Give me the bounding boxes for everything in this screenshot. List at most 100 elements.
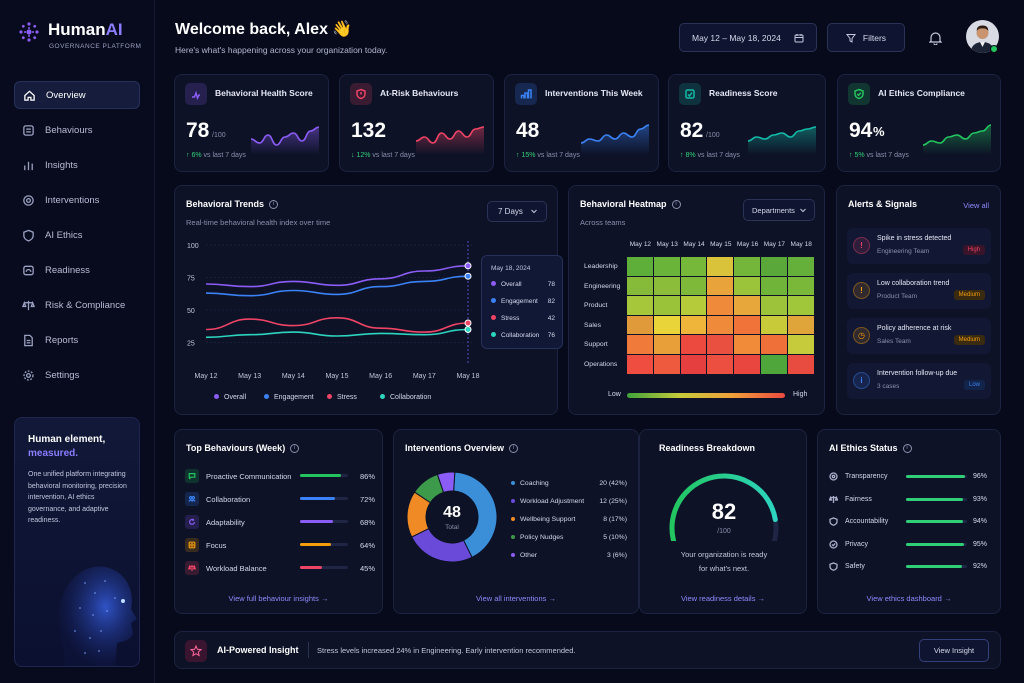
info-icon[interactable]: i	[902, 444, 912, 454]
sidebar-item-behaviours[interactable]: Behaviours	[14, 116, 140, 144]
heatmap-cell[interactable]	[734, 335, 760, 354]
date-range-picker[interactable]: May 12 – May 18, 2024	[679, 23, 817, 52]
heatmap-cell[interactable]	[761, 355, 787, 374]
sidebar-item-readiness[interactable]: Readiness	[14, 256, 140, 284]
ethics-row[interactable]: Privacy 95%	[829, 539, 987, 554]
heatmap-cell[interactable]	[787, 315, 814, 335]
heatmap-cell[interactable]	[787, 355, 814, 374]
alert-item[interactable]: ◷ Policy adherence at risk Sales Team Mediu…	[847, 318, 991, 354]
heatmap-cell[interactable]	[653, 257, 680, 276]
interventions-link[interactable]: View all interventions →	[476, 594, 556, 603]
heatmap-cell[interactable]	[734, 296, 760, 315]
sidebar-item-risk-compliance[interactable]: Risk & Compliance	[14, 291, 140, 319]
alert-item[interactable]: i Intervention follow-up due 3 cases Low	[847, 363, 991, 399]
readiness-link[interactable]: View readiness details →	[680, 594, 766, 603]
heatmap-cell[interactable]	[787, 257, 814, 276]
heatmap-cell[interactable]	[627, 335, 653, 354]
intervention-legend-row[interactable]: Wellbeing Support 8 (17%)	[511, 516, 627, 523]
heatmap-cell[interactable]	[707, 296, 734, 315]
ethics-row[interactable]: Fairness 93%	[829, 495, 987, 509]
heatmap-cell[interactable]	[787, 335, 814, 354]
heatmap-cell[interactable]	[761, 315, 787, 335]
heatmap-cell[interactable]	[627, 257, 653, 276]
behaviour-insights-link[interactable]: View full behaviour insights →	[228, 594, 329, 603]
intervention-legend-row[interactable]: Policy Nudges 5 (10%)	[511, 534, 627, 541]
heatmap-cell[interactable]	[627, 355, 653, 374]
heatmap-cell[interactable]	[787, 276, 814, 296]
heatmap-cell[interactable]	[761, 257, 787, 276]
series-point-engagement[interactable]	[464, 272, 472, 280]
heatmap-cell[interactable]	[707, 257, 734, 276]
info-icon[interactable]: i	[509, 444, 519, 454]
intervention-legend-row[interactable]: Workload Adjustment 12 (25%)	[511, 498, 627, 505]
heatmap-cell[interactable]	[680, 315, 707, 335]
ethics-row[interactable]: Transparency 96%	[829, 472, 987, 486]
kpi-card-at-risk-behaviours[interactable]: At-Risk Behaviours 132 ↓ 12% vs last 7 day…	[339, 74, 494, 172]
sidebar-item-interventions[interactable]: Interventions	[14, 186, 140, 214]
alert-item[interactable]: ! Spike in stress detected Engineering Tea…	[847, 228, 991, 264]
heatmap-cell[interactable]	[734, 257, 760, 276]
heatmap-cell[interactable]	[707, 276, 734, 296]
trends-range-dropdown[interactable]: 7 Days	[487, 201, 547, 222]
sidebar-item-reports[interactable]: Reports	[14, 326, 140, 354]
heatmap-cell[interactable]	[707, 315, 734, 335]
heatmap-cell[interactable]	[653, 315, 680, 335]
heatmap-cell[interactable]	[734, 276, 760, 296]
bell-icon[interactable]	[929, 31, 942, 45]
heatmap-cell[interactable]	[734, 315, 760, 335]
behaviour-row[interactable]: Workload Balance 45%	[185, 561, 375, 577]
kpi-card-interventions-this-week[interactable]: Interventions This Week 48 ↑ 15% vs last 7…	[504, 74, 659, 172]
ethics-row[interactable]: Safety 92%	[829, 562, 987, 576]
sidebar-item-overview[interactable]: Overview	[14, 81, 140, 109]
kpi-card-behavioral-health-score[interactable]: Behavioral Health Score 78/100 ↑ 6% vs las…	[174, 74, 329, 172]
heatmap-cell[interactable]	[653, 335, 680, 354]
series-point-stress[interactable]	[464, 319, 472, 327]
heatmap-cell[interactable]	[680, 355, 707, 374]
heatmap-cell[interactable]	[761, 296, 787, 315]
series-point-collaboration[interactable]	[464, 326, 472, 333]
legend-engagement[interactable]: Engagement	[264, 394, 314, 401]
donut-slice-coaching[interactable]	[453, 471, 498, 558]
ethics-row[interactable]: Accountability 94%	[829, 517, 987, 531]
kpi-card-ai-ethics-compliance[interactable]: AI Ethics Compliance 94% ↑ 5% vs last 7 da…	[837, 74, 1001, 172]
donut-slice-other[interactable]	[436, 471, 456, 494]
sidebar-item-settings[interactable]: Settings	[14, 361, 140, 389]
heatmap-cell[interactable]	[734, 355, 760, 374]
intervention-legend-row[interactable]: Other 3 (6%)	[511, 552, 627, 559]
departments-dropdown[interactable]: Departments	[743, 199, 815, 221]
legend-collaboration[interactable]: Collaboration	[380, 394, 431, 401]
series-point-overall[interactable]	[464, 262, 472, 270]
heatmap-cell[interactable]	[680, 335, 707, 354]
heatmap-cell[interactable]	[680, 296, 707, 315]
info-icon[interactable]: i	[269, 200, 279, 210]
donut-slice-workload-adjustment[interactable]	[411, 527, 473, 563]
heatmap-cell[interactable]	[707, 335, 734, 354]
info-icon[interactable]: i	[671, 200, 681, 210]
heatmap-cell[interactable]	[761, 335, 787, 354]
sidebar-item-ai-ethics[interactable]: AI Ethics	[14, 221, 140, 249]
heatmap-cell[interactable]	[627, 315, 653, 335]
heatmap-cell[interactable]	[787, 296, 814, 315]
view-insight-button[interactable]: View Insight	[919, 639, 989, 662]
heatmap-cell[interactable]	[707, 355, 734, 374]
filters-button[interactable]: Filters	[827, 23, 905, 52]
sidebar-item-insights[interactable]: Insights	[14, 151, 140, 179]
heatmap-cell[interactable]	[627, 276, 653, 296]
behaviour-row[interactable]: Adaptability 68%	[185, 515, 375, 531]
heatmap-cell[interactable]	[653, 355, 680, 374]
behaviour-row[interactable]: Proactive Communication 86%	[185, 469, 375, 485]
legend-overall[interactable]: Overall	[214, 394, 246, 401]
heatmap-cell[interactable]	[680, 276, 707, 296]
heatmap-cell[interactable]	[761, 276, 787, 296]
behaviour-row[interactable]: Collaboration 72%	[185, 492, 375, 508]
legend-stress[interactable]: Stress	[327, 394, 357, 401]
heatmap-cell[interactable]	[680, 257, 707, 276]
info-icon[interactable]: i	[290, 444, 300, 454]
ethics-dashboard-link[interactable]: View ethics dashboard →	[866, 594, 952, 603]
intervention-legend-row[interactable]: Coaching 20 (42%)	[511, 480, 627, 487]
heatmap-cell[interactable]	[653, 276, 680, 296]
kpi-card-readiness-score[interactable]: Readiness Score 82/100 ↑ 8% vs last 7 days	[668, 74, 826, 172]
alerts-view-all-link[interactable]: View all	[963, 201, 989, 210]
alert-item[interactable]: ! Low collaboration trend Product Team Medi…	[847, 273, 991, 309]
heatmap-cell[interactable]	[653, 296, 680, 315]
